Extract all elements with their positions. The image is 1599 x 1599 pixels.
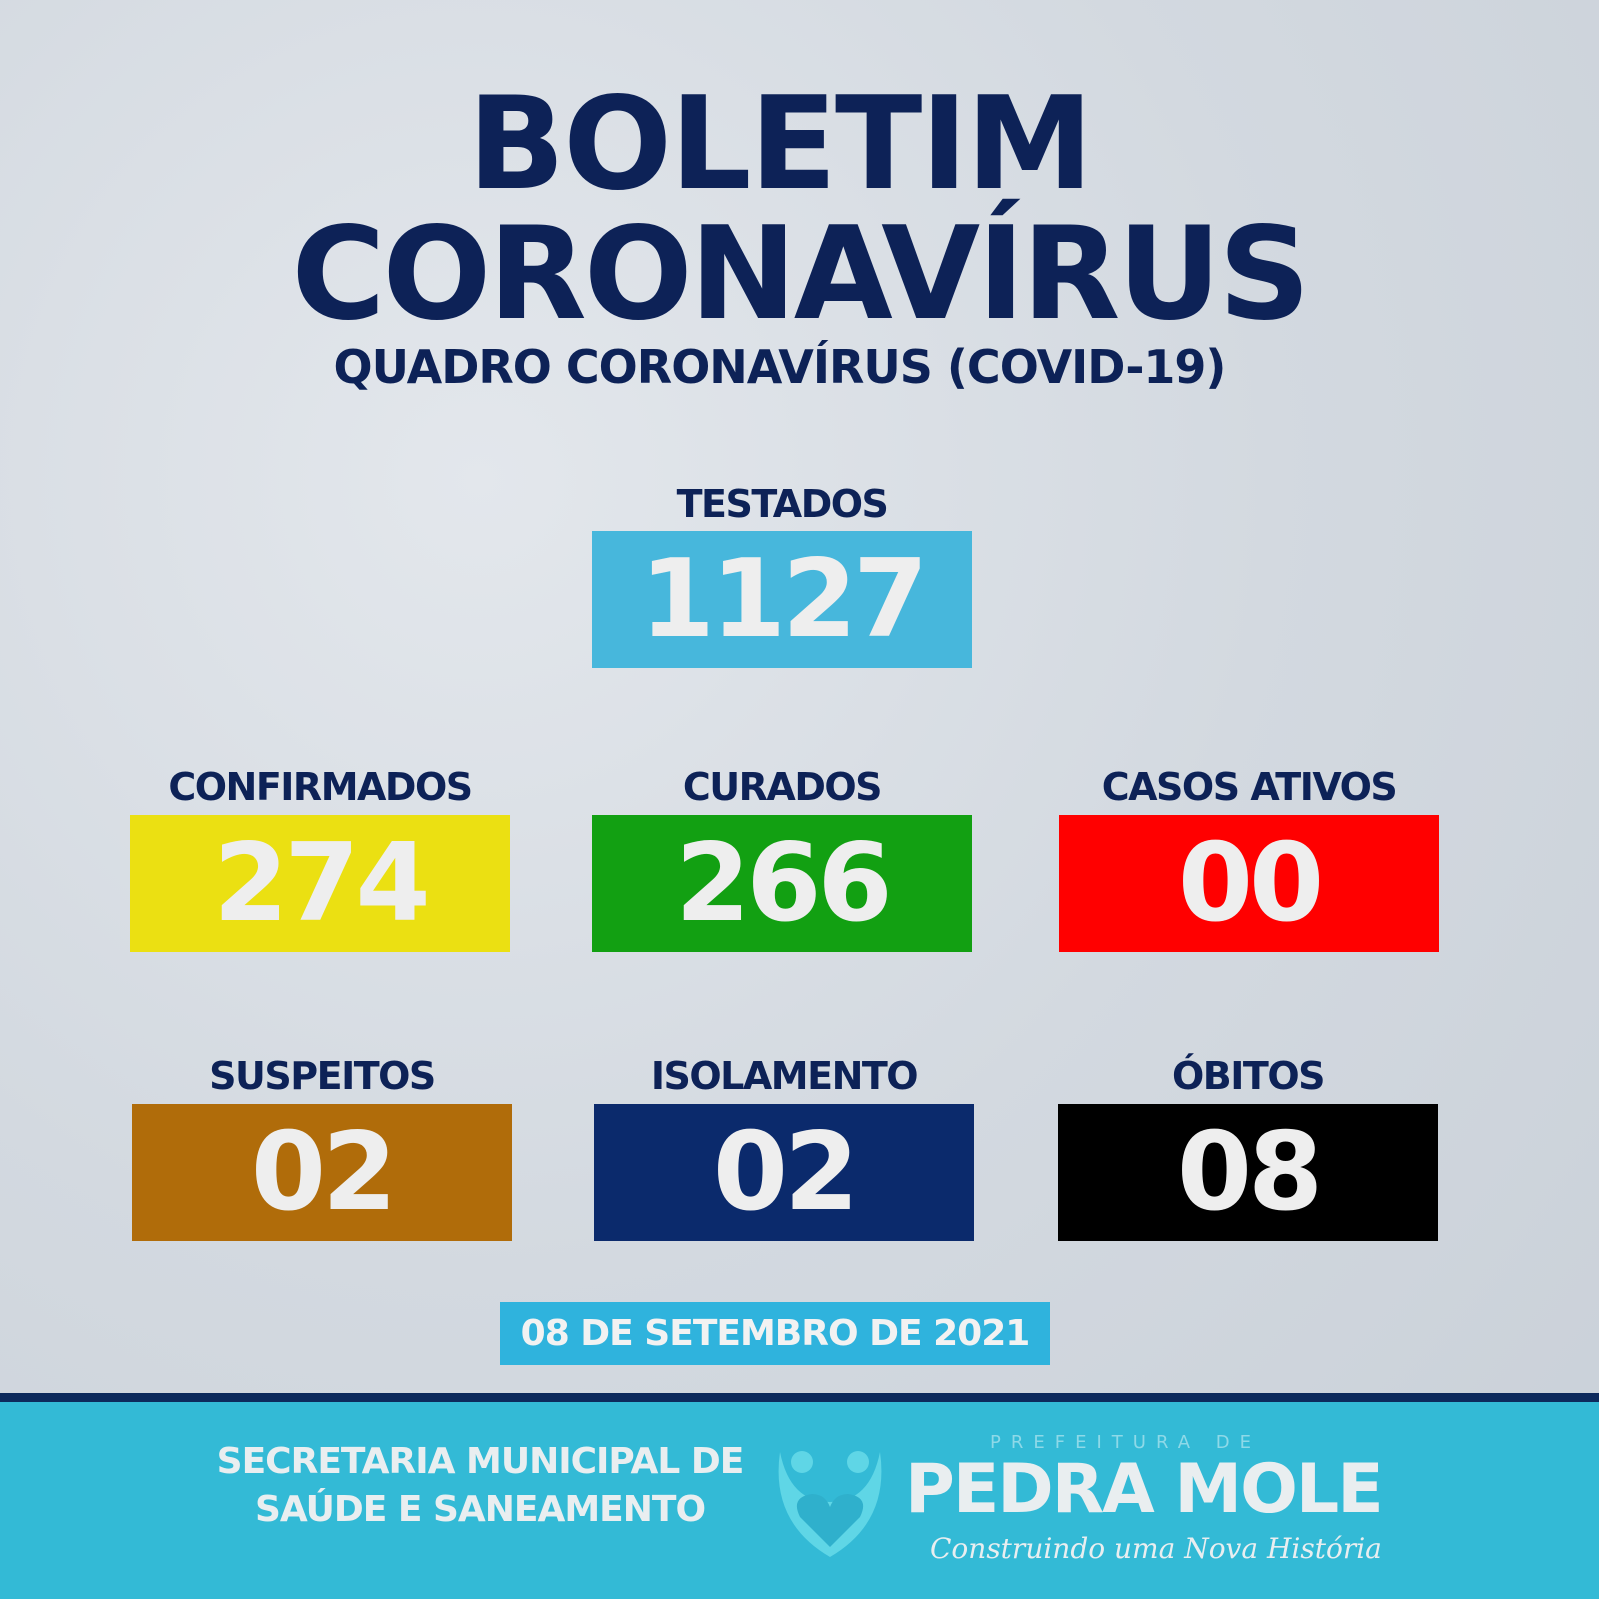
secretaria-line1: SECRETARIA MUNICIPAL DE: [216, 1441, 745, 1482]
label-suspeitos: SUSPEITOS: [209, 1054, 436, 1098]
value-testados: 1127: [592, 531, 972, 668]
label-casos-ativos: CASOS ATIVOS: [1101, 765, 1398, 809]
logo-prefix: PREFEITURA DE: [990, 1432, 1261, 1453]
subtitle: QUADRO CORONAVÍRUS (COVID-19): [333, 340, 1227, 394]
title-coronavirus: CORONAVÍRUS: [291, 200, 1311, 349]
value-confirmados: 274: [130, 815, 510, 952]
label-testados: TESTADOS: [676, 482, 889, 526]
secretaria-line2: SAÚDE E SANEAMENTO: [254, 1489, 706, 1530]
heart-people-icon: [778, 1451, 882, 1557]
value-curados: 266: [592, 815, 972, 952]
value-isolamento: 02: [594, 1104, 974, 1241]
logo-slogan: Construindo uma Nova História: [930, 1532, 1382, 1565]
label-confirmados: CONFIRMADOS: [168, 765, 473, 809]
footer: SECRETARIA MUNICIPAL DE SAÚDE E SANEAMEN…: [0, 1393, 1599, 1599]
secretaria: SECRETARIA MUNICIPAL DE SAÚDE E SANEAMEN…: [200, 1438, 760, 1534]
label-curados: CURADOS: [682, 765, 883, 809]
value-casos-ativos: 00: [1059, 815, 1439, 952]
title-boletim: BOLETIM: [467, 70, 1094, 219]
label-obitos: ÓBITOS: [1172, 1054, 1326, 1098]
value-obitos: 08: [1058, 1104, 1438, 1241]
bulletin-date: 08 DE SETEMBRO DE 2021: [500, 1302, 1050, 1365]
logo-name: PEDRA MOLE: [905, 1450, 1384, 1529]
value-suspeitos: 02: [132, 1104, 512, 1241]
label-isolamento: ISOLAMENTO: [650, 1054, 919, 1098]
